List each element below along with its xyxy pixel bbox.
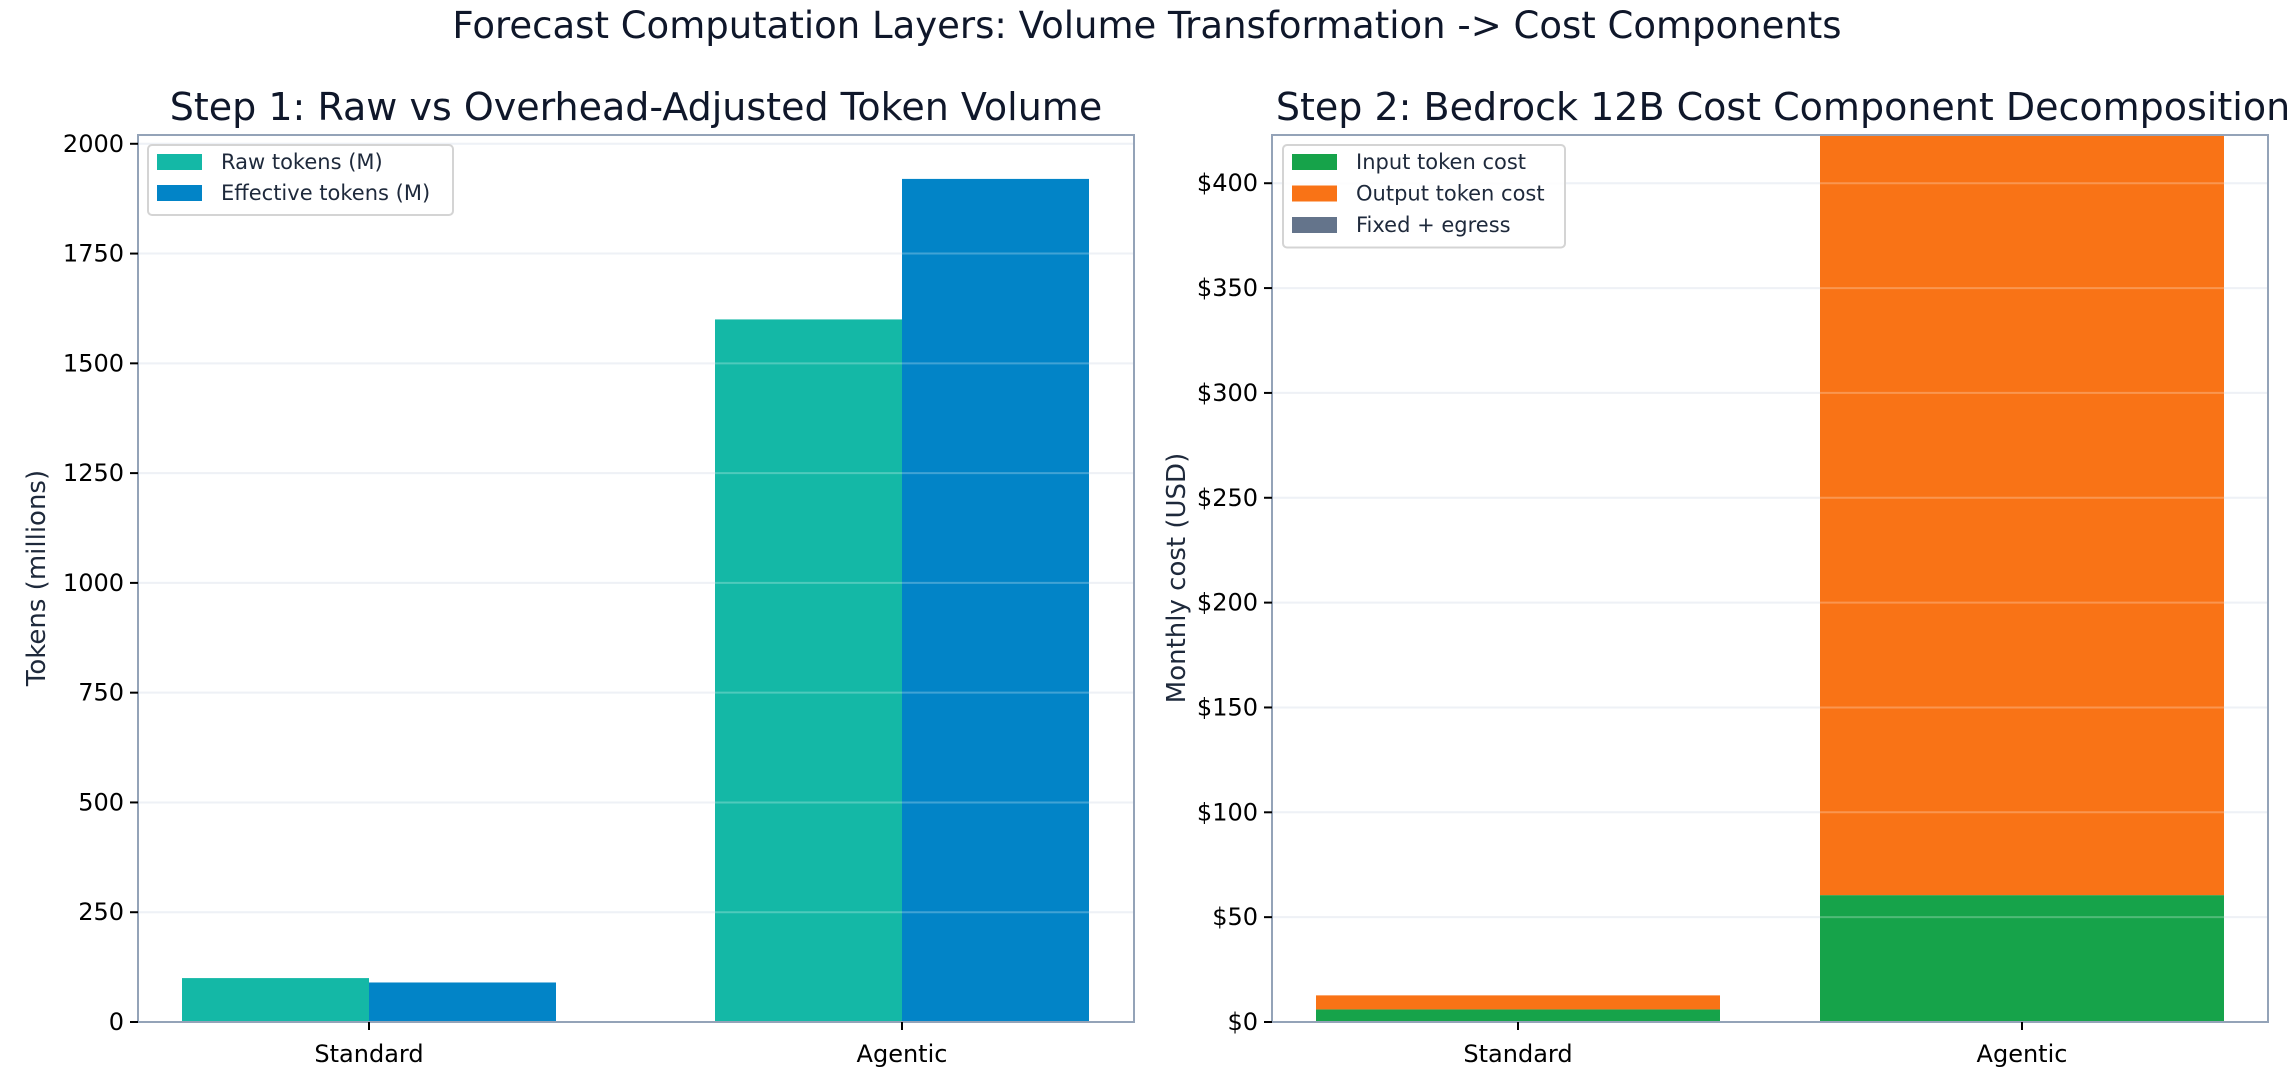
bar bbox=[369, 982, 556, 1022]
bar bbox=[715, 319, 902, 1022]
legend-swatch bbox=[1292, 185, 1337, 202]
y-tick-label: $150 bbox=[1197, 693, 1258, 721]
chart-step1-title: Step 1: Raw vs Overhead-Adjusted Token V… bbox=[170, 85, 1102, 129]
bar-segment bbox=[1316, 995, 1720, 1010]
x-tick-label: Standard bbox=[314, 1040, 423, 1068]
y-tick-label: 1250 bbox=[63, 459, 124, 487]
x-tick-label: Agentic bbox=[1977, 1040, 2068, 1068]
bar bbox=[902, 178, 1089, 1022]
y-tick-label: $50 bbox=[1212, 903, 1258, 931]
y-tick-label: 250 bbox=[78, 898, 124, 926]
chart-step1-legend: Raw tokens (M) Effective tokens (M) bbox=[147, 144, 454, 216]
chart-step2-bars bbox=[1316, 135, 2224, 1022]
y-tick-label: 1500 bbox=[63, 349, 124, 377]
bar-segment bbox=[1316, 1009, 1720, 1022]
y-tick-label: $250 bbox=[1197, 484, 1258, 512]
y-tick-label: $350 bbox=[1197, 274, 1258, 302]
legend-swatch bbox=[157, 185, 202, 201]
suptitle: Forecast Computation Layers: Volume Tran… bbox=[452, 4, 1841, 47]
bar-segment bbox=[1820, 895, 2224, 1022]
chart-step2-axes-frame bbox=[1271, 134, 2269, 1023]
y-tick-label: $0 bbox=[1227, 1008, 1258, 1036]
y-tick-label: 750 bbox=[78, 679, 124, 707]
y-tick-label: $400 bbox=[1197, 169, 1258, 197]
legend-label: Input token cost bbox=[1356, 150, 1526, 174]
chart-step2-title: Step 2: Bedrock 12B Cost Component Decom… bbox=[1276, 85, 2290, 129]
chart-step1-axes-frame bbox=[137, 134, 1135, 1023]
legend-box bbox=[147, 144, 454, 216]
chart-step1-x-axis: Standard Agentic bbox=[314, 1022, 947, 1068]
y-tick-label: $100 bbox=[1197, 798, 1258, 826]
chart-step1: Step 1: Raw vs Overhead-Adjusted Token V… bbox=[22, 85, 1135, 1068]
y-tick-label: 2000 bbox=[63, 130, 124, 158]
x-tick-label: Standard bbox=[1463, 1040, 1572, 1068]
bar-segment bbox=[1820, 135, 2224, 896]
y-tick-label: 500 bbox=[78, 788, 124, 816]
y-tick-label: 1000 bbox=[63, 569, 124, 597]
y-tick-label: $300 bbox=[1197, 379, 1258, 407]
y-tick-label: 1750 bbox=[63, 240, 124, 268]
legend-label: Raw tokens (M) bbox=[221, 150, 383, 174]
legend-swatch bbox=[1292, 217, 1337, 233]
chart-step2: Step 2: Bedrock 12B Cost Component Decom… bbox=[1162, 85, 2290, 1068]
chart-step2-legend: Input token cost Output token cost Fixed +… bbox=[1282, 144, 1566, 249]
y-tick-label: 0 bbox=[109, 1008, 124, 1036]
chart-step1-gridlines-overlay bbox=[138, 142, 1134, 914]
legend-box bbox=[1282, 144, 1566, 249]
x-tick-label: Agentic bbox=[857, 1040, 948, 1068]
legend-label: Fixed + egress bbox=[1356, 213, 1511, 237]
chart-step2-x-axis: Standard Agentic bbox=[1463, 1022, 2067, 1068]
chart-step1-bars bbox=[182, 178, 1089, 1022]
chart-step1-y-label: Tokens (millions) bbox=[22, 470, 52, 687]
bar bbox=[182, 978, 369, 1022]
legend-swatch bbox=[1292, 154, 1337, 170]
chart-step1-gridlines bbox=[138, 142, 1134, 914]
chart-step1-y-axis: 0 250 500 750 1000 1250 1500 1750 2000 bbox=[63, 130, 138, 1036]
chart-step2-y-label: Monthly cost (USD) bbox=[1162, 453, 1192, 703]
legend-label: Effective tokens (M) bbox=[221, 181, 430, 205]
y-tick-label: $200 bbox=[1197, 589, 1258, 617]
legend-label: Output token cost bbox=[1356, 182, 1545, 206]
chart-step2-y-axis: $0 $50 $100 $150 $200 $250 $300 $350 $400 bbox=[1197, 169, 1272, 1036]
legend-swatch bbox=[157, 154, 202, 170]
